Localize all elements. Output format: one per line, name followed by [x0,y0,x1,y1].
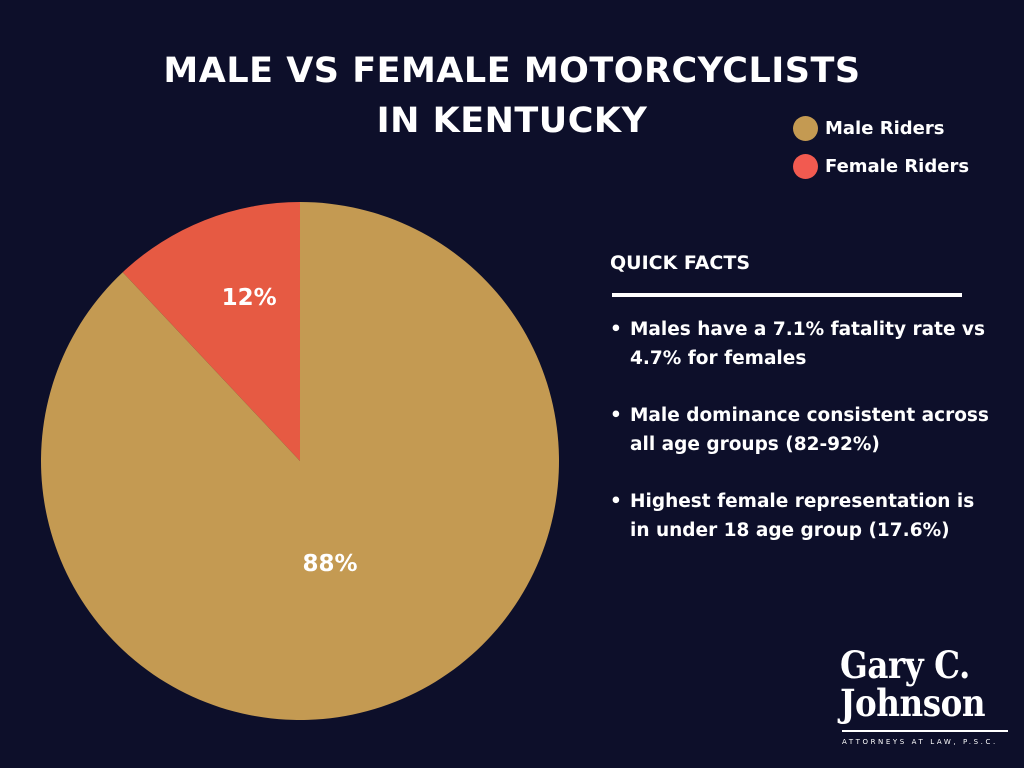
fact-item: • Highest female representation is in un… [610,487,990,545]
pie-slice-female-riders [122,202,300,461]
fact-item: • Male dominance consistent across all a… [610,401,990,459]
chart-title-line-2: IN KENTUCKY [376,101,648,141]
pie-chart: 12% 88% [40,202,559,721]
slice-label-female-riders: 12% [222,285,277,311]
chart-title: MALE VS FEMALE MOTORCYCLISTS IN KENTUCKY [60,46,964,146]
fact-text: Males have a 7.1% fatality rate vs 4.7% … [630,319,986,369]
fact-text: Male dominance consistent across all age… [630,405,989,455]
bullet-icon: • [610,491,622,512]
fact-text: Highest female representation is in unde… [630,491,975,541]
fact-item: • Males have a 7.1% fatality rate vs 4.7… [610,315,990,373]
legend-label-male: Male Riders [825,117,945,139]
logo-name-line-1: Gary C. [840,643,970,687]
pie-slice-male-riders [40,202,559,721]
legend-label-female: Female Riders [825,155,970,177]
female-legend-swatch [793,153,818,179]
slice-label-male-riders: 88% [302,551,357,577]
legend-item-male: Male Riders [793,114,969,142]
logo-name-line-2: Johnson [840,681,986,725]
logo-tagline: ATTORNEYS AT LAW, P.S.C. [842,738,998,746]
quick-facts-heading: QUICK FACTS [610,252,751,274]
logo-divider [842,730,1008,732]
bullet-icon: • [610,319,622,340]
quick-facts-list: • Males have a 7.1% fatality rate vs 4.7… [610,315,990,545]
quick-facts-divider [612,293,962,297]
chart-title-line-1: MALE VS FEMALE MOTORCYCLISTS [163,51,861,91]
male-legend-swatch [793,115,818,141]
bullet-icon: • [610,405,622,426]
legend: Male Riders Female Riders [793,114,969,190]
legend-item-female: Female Riders [793,152,969,180]
law-firm-logo: Gary C. Johnson ATTORNEYS AT LAW, P.S.C. [840,646,1010,746]
quick-facts-panel: QUICK FACTS • Males have a 7.1% fatality… [610,252,990,573]
